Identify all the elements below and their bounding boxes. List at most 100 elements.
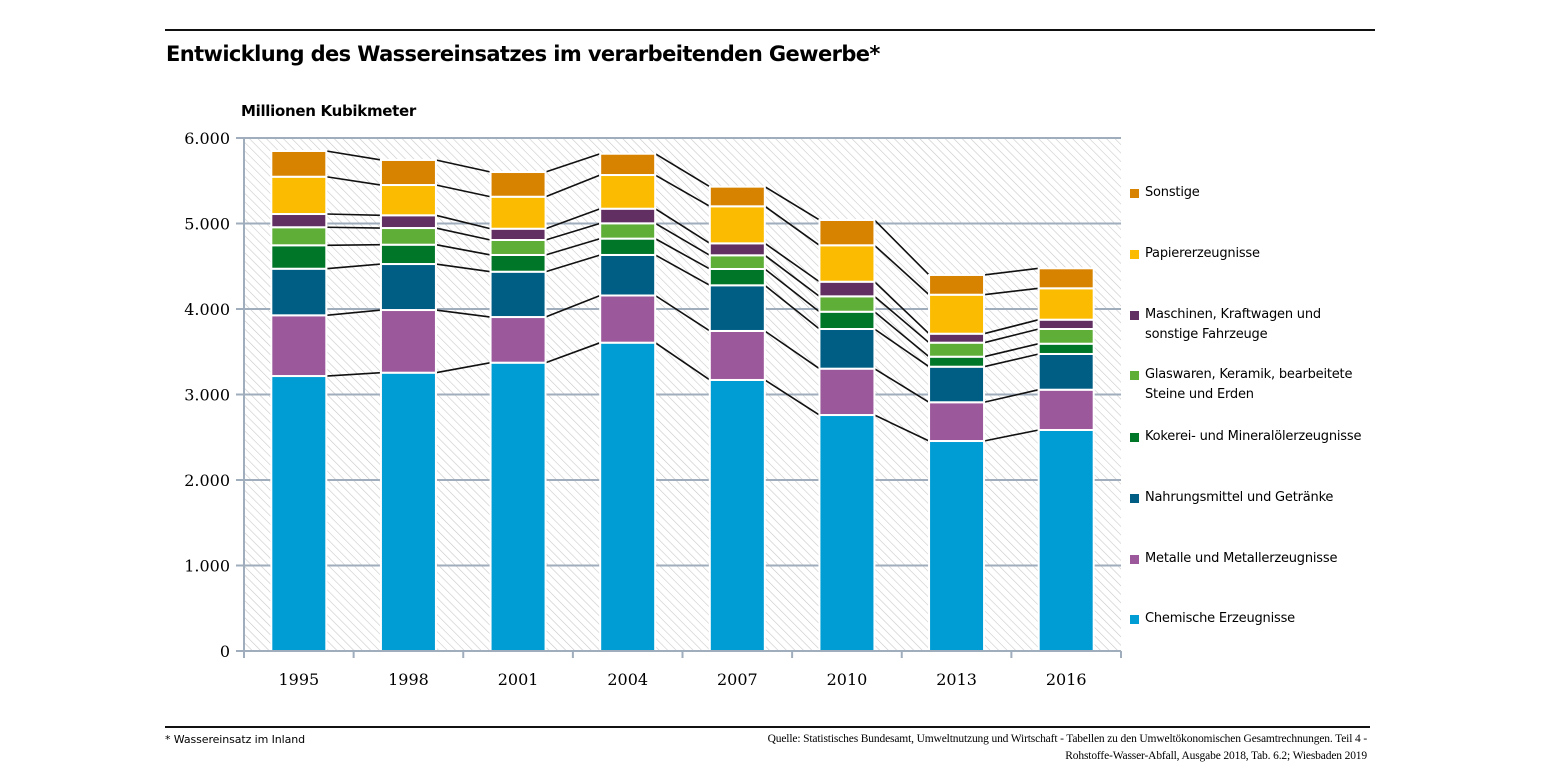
connector-line — [326, 263, 382, 270]
connector-line — [545, 254, 601, 273]
bar-segment — [708, 254, 766, 270]
legend-label: Kokerei- und Mineralölerzeugnisse — [1145, 429, 1362, 444]
legend-label: Metalle und Metallerzeugnisse — [1145, 551, 1338, 566]
connector-line — [983, 267, 1039, 276]
legend-swatch — [1130, 555, 1139, 564]
bar-segment — [599, 174, 657, 210]
connector-line — [873, 295, 930, 344]
connector-line — [874, 414, 930, 442]
legend-swatch — [1130, 371, 1139, 380]
connector-line — [874, 367, 930, 403]
x-tick-label: 1995 — [278, 670, 319, 689]
bar-segment — [1037, 328, 1095, 345]
connector-line — [326, 309, 382, 317]
bar-segment — [928, 332, 986, 344]
y-tick-label: 3.000 — [184, 386, 230, 405]
bar-segment — [1037, 287, 1095, 321]
legend-label: Sonstige — [1145, 185, 1200, 200]
bar-segment — [599, 294, 657, 344]
bar-segment — [270, 375, 328, 652]
connector-line — [764, 254, 820, 297]
bar-segment — [708, 284, 766, 332]
legend-item: Metalle und Metallerzeugnisse — [1130, 549, 1337, 569]
bar-segment — [489, 227, 547, 242]
legend-swatch — [1130, 189, 1139, 198]
bar-segment — [599, 237, 657, 256]
bar-segment — [379, 158, 437, 187]
x-tick-label: 1998 — [388, 670, 429, 689]
connector-line — [873, 311, 930, 358]
connector-line — [545, 237, 601, 256]
x-tick-label: 2004 — [607, 670, 648, 689]
connector-line — [435, 214, 491, 230]
legend-swatch — [1130, 311, 1139, 320]
bar-segment — [270, 175, 328, 216]
connector-line — [545, 222, 601, 241]
legend-item: Glaswaren, Keramik, bearbeitete Steine u… — [1130, 365, 1352, 405]
connector-line — [326, 150, 382, 161]
bar-segment — [379, 309, 437, 374]
bar-segment — [270, 244, 328, 270]
connector-line — [435, 361, 491, 374]
connector-line — [654, 153, 711, 188]
legend-swatch — [1130, 433, 1139, 442]
connector-line — [654, 174, 711, 208]
bar-segment — [1037, 267, 1095, 290]
bar-segment — [379, 227, 437, 246]
bar-segment — [599, 253, 657, 297]
connector-line — [873, 244, 930, 296]
bar-segment — [489, 270, 547, 319]
legend-label: Maschinen, Kraftwagen und sonstige Fahrz… — [1145, 307, 1321, 342]
bar-segment — [379, 184, 437, 217]
connector-line — [764, 379, 820, 416]
legend-label: Nahrungsmittel und Getränke — [1145, 490, 1334, 505]
bar-segment — [270, 314, 328, 378]
y-tick-label: 2.000 — [184, 471, 230, 490]
footnote: * Wassereinsatz im Inland — [165, 733, 306, 746]
bar-segment — [489, 195, 547, 230]
bar-segment — [1037, 388, 1095, 431]
bar-segment — [270, 226, 328, 247]
connector-line — [435, 309, 491, 318]
legend-label: Chemische Erzeugnisse — [1145, 611, 1295, 626]
connector-line — [326, 226, 381, 229]
connector-line — [764, 185, 820, 221]
bar-segment — [928, 440, 986, 652]
y-axis-label: Millionen Kubikmeter — [241, 102, 416, 120]
bar-segment — [708, 205, 766, 245]
x-tick-label: 2010 — [827, 670, 868, 689]
bar-segment — [489, 171, 547, 198]
bar-segment — [928, 355, 986, 368]
bar-segment — [599, 152, 657, 177]
bar-segment — [270, 213, 328, 229]
source-note: Quelle: Statistisches Bundesamt, Umweltn… — [767, 733, 1368, 762]
legend-item: Nahrungsmittel und Getränke — [1130, 488, 1333, 508]
connector-line — [435, 227, 491, 241]
bar-segment — [489, 316, 547, 364]
connector-line — [764, 330, 820, 370]
y-tick-label: 4.000 — [184, 300, 230, 319]
bar-segment — [928, 365, 986, 404]
connector-line — [435, 159, 491, 173]
legend-item: Papiererzeugnisse — [1130, 244, 1260, 264]
connector-line — [764, 268, 820, 313]
bar-segment — [1037, 352, 1095, 391]
bar-segment — [818, 280, 876, 298]
connector-line — [654, 208, 711, 245]
connector-line — [654, 237, 711, 270]
connector-line — [983, 328, 1039, 344]
connector-line — [326, 243, 381, 247]
bar-segment — [599, 207, 657, 225]
connector-line — [983, 342, 1039, 358]
bar-segment — [379, 371, 437, 652]
connector-line — [545, 207, 601, 230]
legend-swatch — [1130, 250, 1139, 259]
legend-item: Maschinen, Kraftwagen und sonstige Fahrz… — [1130, 305, 1321, 345]
x-tick-label: 2001 — [498, 670, 539, 689]
connector-line — [545, 174, 601, 198]
connector-line — [764, 205, 820, 246]
connector-line — [654, 254, 711, 287]
bar-segment — [1037, 428, 1095, 653]
bar-segment — [818, 367, 876, 417]
bar-segment — [599, 341, 657, 652]
